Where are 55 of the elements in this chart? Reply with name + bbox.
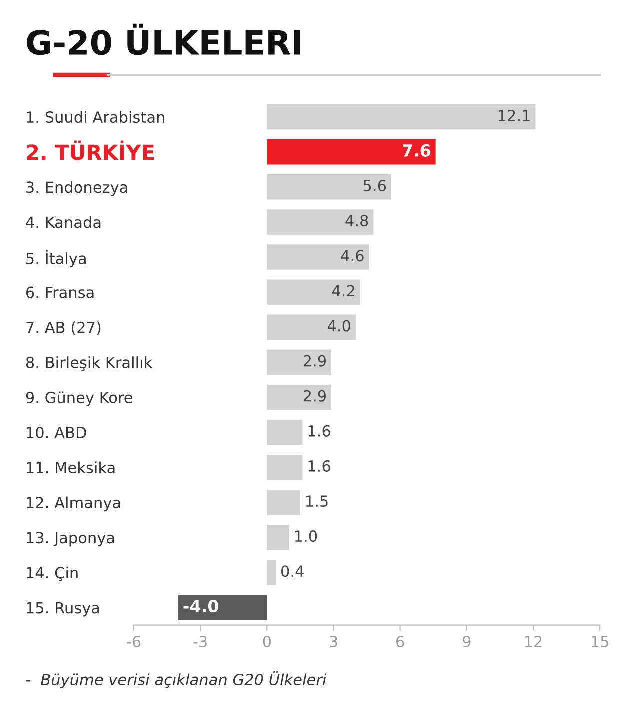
data-label: 4.2 [332,285,354,297]
data-label: 1.6 [308,460,330,472]
data-label: 5.6 [364,180,386,192]
y-tick-label: 3. Endonezya [26,181,128,196]
bar [267,104,536,130]
x-tick-label: 12 [525,636,542,648]
data-label: 0.4 [281,566,304,578]
bar [267,244,370,270]
bar [267,490,300,516]
y-tick-label: 6. Fransa [26,286,94,298]
bar [267,140,436,165]
data-label: 1.6 [308,425,330,437]
y-tick-label: 9. Güney Kore [26,392,132,406]
data-label: 7.6 [402,144,430,157]
x-tick-label: -6 [127,636,141,648]
chart-title: G-20 ÜLKELERI [27,24,300,56]
bar [267,174,392,200]
y-tick-label: 5. İtalya [26,250,86,268]
data-label: 1.5 [306,496,328,508]
y-tick-label: 8. Birleşik Krallık [26,356,153,372]
y-tick-label: 7. AB (27) [26,322,101,336]
bar [267,350,332,376]
data-label: 2.9 [304,355,326,367]
data-label: -4.0 [184,600,218,613]
bar [267,280,360,305]
bar [267,525,290,550]
data-label: 1.0 [295,530,318,542]
y-tick-label: 4. Kanada [26,216,101,228]
x-tick-label: 15 [592,636,608,648]
y-tick-label: 1. Suudi Arabistan [27,111,164,124]
y-tick-label: 12. Almanya [27,496,120,512]
bar [178,595,268,620]
y-tick-label: 13. Japonya [27,532,114,547]
x-tick-label: 9 [463,636,471,648]
y-tick-label: 14. Çin [27,566,78,582]
bar [267,314,356,340]
x-tick-label: 6 [396,636,404,648]
x-tick-label: -3 [194,636,207,648]
bar [267,454,303,480]
data-label: 4.6 [341,250,364,262]
bar [267,420,303,446]
bar [267,560,276,586]
data-label: 12.1 [498,110,530,122]
bar [267,210,374,235]
x-tick-label: 3 [330,636,338,648]
data-label: 2.9 [304,390,326,402]
y-tick-label: 2. TÜRKİYE [27,140,154,160]
data-label: 4.8 [346,215,368,227]
bar [267,384,332,410]
data-label: 4.0 [328,320,350,332]
text: - Büyüme verisi açıklanan G20 Ülkeleri [26,671,327,689]
y-tick-label: 10. ABD [27,426,86,439]
x-tick-label: 0 [263,636,271,648]
y-tick-label: 11. Meksika [27,462,115,474]
y-tick-label: 15. Rusya [27,602,100,617]
